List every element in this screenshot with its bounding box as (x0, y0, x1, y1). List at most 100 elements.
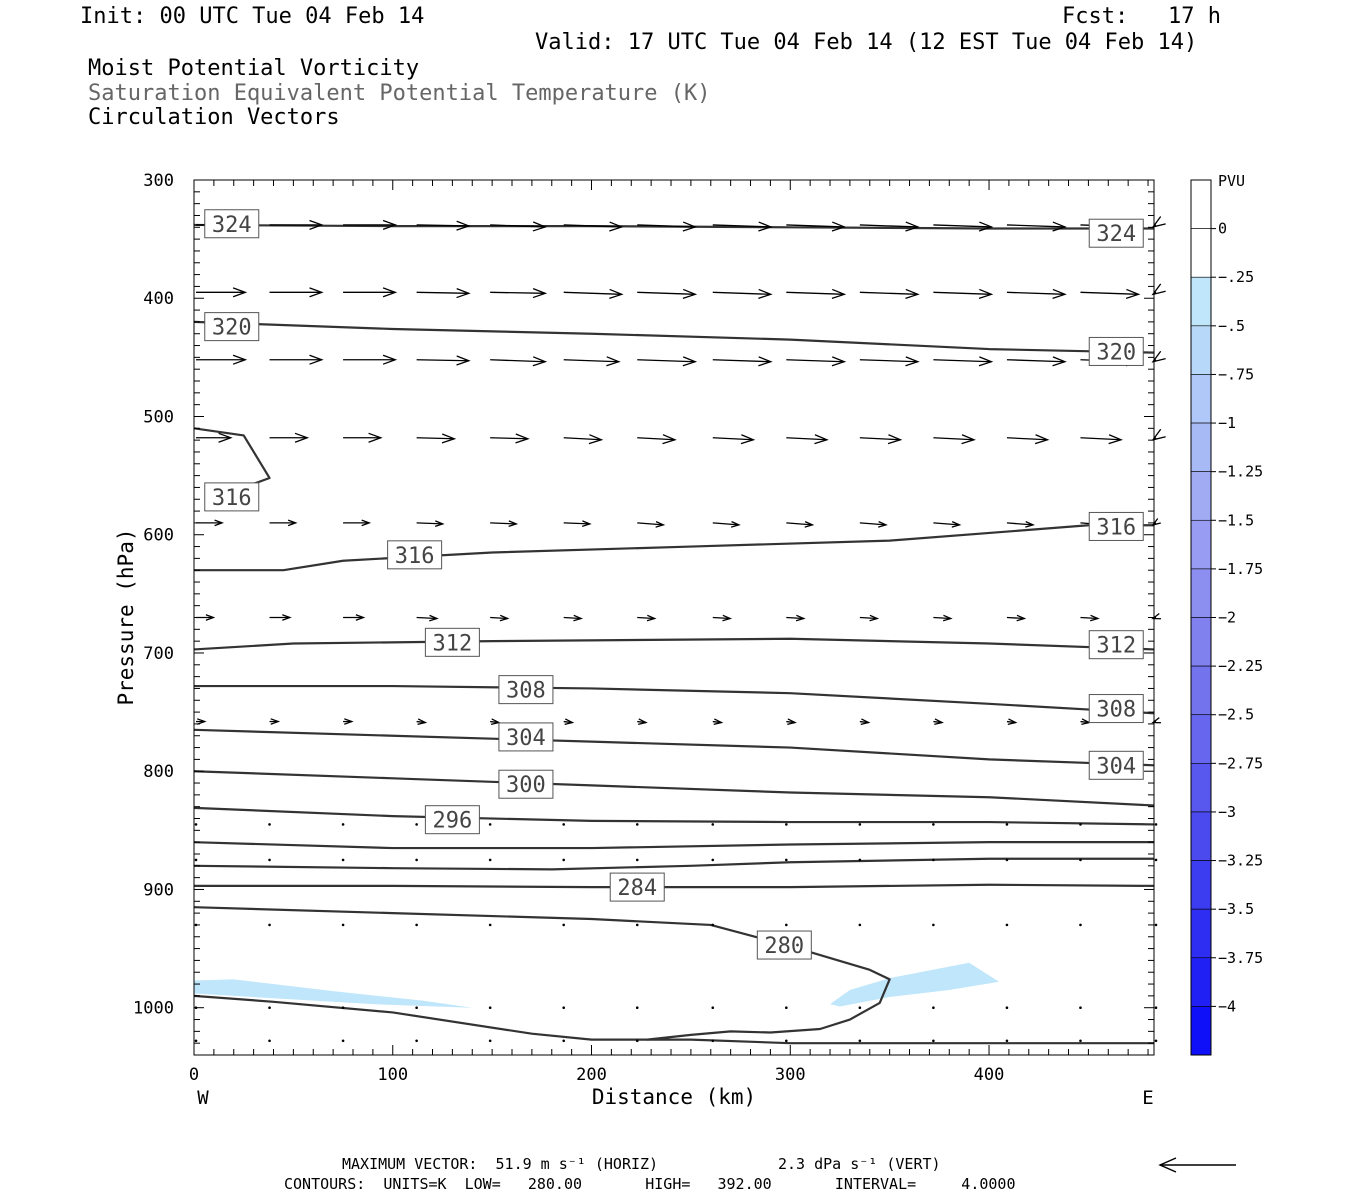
contour-label-box (204, 209, 260, 239)
circulation-vector (859, 288, 920, 299)
vector-point (562, 858, 566, 862)
vector-head (682, 356, 698, 367)
colorbar-label: −3.5 (1218, 900, 1254, 918)
x-tick-label: 300 (775, 1065, 806, 1085)
circulation-vector (562, 823, 566, 826)
theta-contour-292 (193, 841, 1154, 850)
vector-head (214, 519, 224, 527)
circulation-vector (859, 521, 888, 528)
vector-head (934, 718, 944, 726)
vector-head (682, 288, 698, 299)
vector-head (581, 520, 592, 527)
vector-head (682, 221, 698, 232)
vector-shaft (416, 616, 437, 620)
vector-head (1151, 428, 1166, 441)
y-axis-title: Pressure (hPa) (114, 528, 138, 705)
colorbar-label: −4 (1218, 997, 1236, 1015)
contour-label-text: 304 (506, 726, 546, 751)
circulation-vector (269, 287, 324, 298)
contour-label: 284 (609, 872, 665, 902)
vector-shaft (1006, 437, 1048, 441)
vector-shaft (712, 437, 754, 441)
contour-label-text: 320 (212, 316, 252, 341)
vector-shaft (1006, 616, 1025, 620)
circulation-vector (488, 823, 492, 826)
vector-point (1005, 858, 1009, 862)
circulation-vector (858, 858, 862, 862)
colorbar-label: −1.25 (1218, 463, 1263, 481)
circulation-vector (268, 923, 271, 927)
vector-point (268, 823, 271, 826)
circulation-vector (490, 288, 548, 299)
circulation-vector (933, 356, 994, 367)
theta-contour-312 (193, 637, 1155, 651)
vector-head (730, 521, 741, 528)
vector-shaft (637, 359, 696, 363)
circulation-vector (269, 219, 324, 231)
contour-label: 308 (498, 675, 554, 705)
vector-shaft (490, 437, 528, 440)
vector-head (499, 614, 510, 622)
vector-shaft (490, 522, 517, 525)
vector-shaft (712, 522, 739, 526)
circulation-vector (1006, 521, 1035, 528)
contour-label: 304 (1088, 750, 1144, 780)
vector-head (532, 221, 548, 232)
colorbar-label: −3.75 (1218, 949, 1263, 967)
vector-head (758, 288, 773, 299)
circulation-vector (341, 1039, 345, 1043)
circulation-vector (859, 221, 920, 232)
contour-label-box (1088, 750, 1144, 780)
vector-point (1005, 1006, 1009, 1010)
contour-label-box (204, 482, 260, 512)
vector-point (635, 923, 639, 927)
circulation-vector (785, 1006, 788, 1010)
circulation-vector (786, 521, 815, 528)
colorbar-swatch (1190, 908, 1212, 959)
vector-shaft (933, 291, 992, 295)
contour-label: 316 (1088, 511, 1144, 541)
vector-head (878, 521, 888, 528)
vector-head (456, 288, 471, 299)
colorbar-swatch (1190, 763, 1212, 813)
circulation-vector (416, 288, 471, 299)
circulation-vector (1151, 350, 1166, 363)
max-vector-vert: 2.3 dPa s⁻¹ (VERT) (778, 1155, 941, 1173)
circulation-vector (563, 718, 575, 726)
vector-head (646, 614, 657, 622)
x-axis-title: Distance (km) (592, 1085, 756, 1109)
vector-shaft (933, 224, 992, 228)
vector-shaft (1080, 616, 1098, 620)
vector-point (1154, 923, 1158, 927)
circulation-vector (269, 432, 310, 443)
colorbar-swatch (1190, 179, 1212, 229)
circulation-vector (786, 718, 797, 726)
vector-shaft (786, 522, 813, 526)
circulation-vector (416, 718, 428, 726)
circulation-vector (194, 823, 198, 826)
colorbar-label: −2.5 (1218, 706, 1254, 724)
circulation-vector (343, 354, 398, 365)
vector-shaft (859, 616, 878, 620)
vector-point (268, 1039, 271, 1043)
circulation-vector (488, 1006, 492, 1010)
contour-info: CONTOURS: UNITS=K LOW= 280.00 HIGH= 392.… (284, 1175, 1016, 1193)
vector-shaft (786, 291, 845, 295)
circulation-vector (637, 221, 698, 232)
vector-shaft (563, 224, 622, 228)
vector-head (740, 434, 756, 445)
contour-label-box (387, 540, 443, 570)
vector-head (532, 288, 548, 299)
circulation-vector (268, 1039, 271, 1043)
vector-point (711, 923, 715, 927)
vector-shaft (786, 437, 827, 441)
vector-head (196, 718, 207, 725)
contour-label-box (756, 930, 812, 960)
vector-shaft (490, 291, 546, 294)
vector-point (932, 858, 935, 862)
circulation-vector (490, 520, 519, 527)
vector-head (1090, 614, 1100, 622)
vector-head (978, 356, 994, 367)
circulation-vector (712, 718, 724, 726)
vector-point (1079, 823, 1082, 826)
